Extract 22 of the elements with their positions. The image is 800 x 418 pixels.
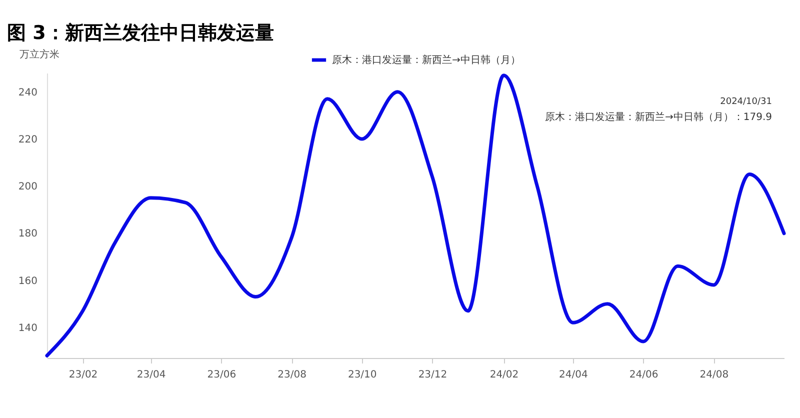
x-tick-label: 24/06 [629,370,658,380]
y-axis-title: 万立方米 [20,48,60,60]
x-tick-label: 23/04 [136,370,166,380]
annotation: 原木：港口发运量：新西兰→中日韩（月）：179.9 [544,111,772,123]
y-tick-label: 200 [18,182,38,193]
x-tick-label: 23/02 [68,370,98,380]
chart-title: 图 3：新西兰发往中日韩发运量 [7,22,274,44]
y-tick-label: 180 [18,228,38,240]
y-tick-label: 160 [18,276,38,287]
x-tick-label: 24/08 [700,370,729,380]
y-tick-label: 140 [18,322,38,334]
x-tick-label: 23/06 [207,370,236,380]
x-tick-label: 23/10 [348,370,377,380]
y-tick-label: 220 [18,134,38,146]
legend-label: 原木：港口发运量：新西兰→中日韩（月） [332,54,520,66]
x-tick-label: 23/12 [418,370,448,380]
x-tick-label: 23/08 [278,370,306,380]
x-tick-label: 24/04 [559,370,588,380]
y-tick-label: 240 [18,87,38,98]
annotation: 2024/10/31 [720,97,772,107]
x-tick-label: 24/02 [490,370,519,380]
line-series [45,74,786,358]
